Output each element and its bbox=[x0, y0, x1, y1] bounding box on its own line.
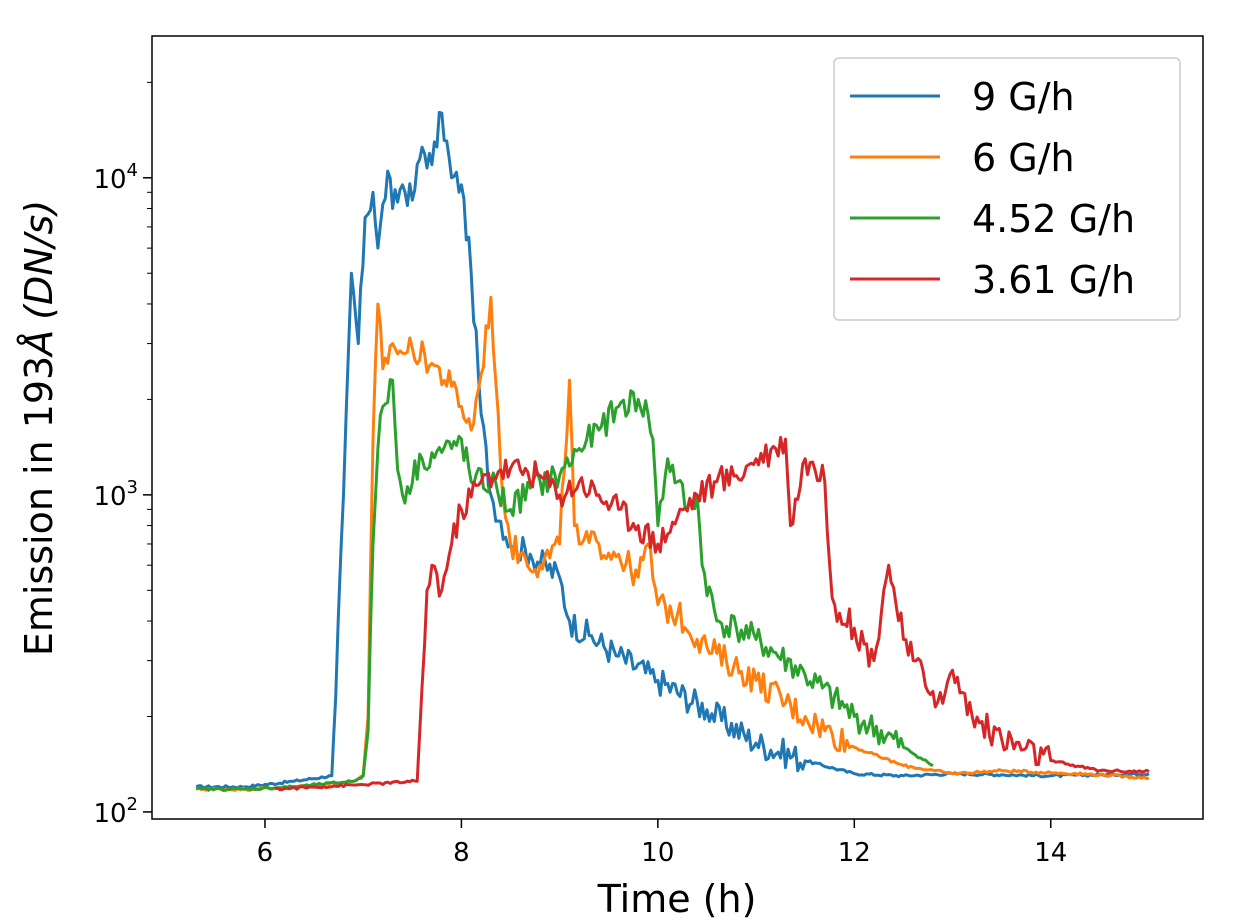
y-tick-label: 102 bbox=[93, 794, 138, 829]
y-axis-label-angstrom: Å bbox=[17, 330, 61, 359]
y-axis-ticks: 102 103 104 bbox=[93, 81, 152, 829]
x-tick-label: 10 bbox=[641, 838, 674, 868]
plot-frame bbox=[151, 35, 1204, 820]
series-line-3 bbox=[195, 378, 934, 792]
series-line-1 bbox=[195, 110, 1150, 790]
y-axis-label-units: (DN/s) bbox=[17, 200, 61, 320]
x-tick-label: 8 bbox=[453, 838, 470, 868]
legend-label: 3.61 G/h bbox=[972, 258, 1135, 302]
x-axis-ticks: 6 8 10 12 14 bbox=[257, 819, 1067, 868]
y-axis-label: Emission in 193Å (DN/s) bbox=[17, 200, 61, 656]
legend-label: 4.52 G/h bbox=[972, 197, 1135, 241]
y-tick-label: 104 bbox=[93, 160, 138, 195]
x-tick-label: 14 bbox=[1034, 838, 1067, 868]
x-tick-label: 12 bbox=[838, 838, 871, 868]
x-tick-label: 6 bbox=[257, 838, 274, 868]
legend-label: 9 G/h bbox=[972, 75, 1075, 119]
series-lines bbox=[195, 110, 1150, 792]
x-axis-label: Time (h) bbox=[597, 877, 757, 921]
legend-box bbox=[833, 57, 1181, 321]
y-tick-label: 103 bbox=[93, 477, 138, 512]
legend: 9 G/h 6 G/h 4.52 G/h 3.61 G/h bbox=[833, 57, 1181, 321]
y-axis-label-prefix: Emission in 193 bbox=[17, 356, 61, 656]
series-line-4 bbox=[274, 435, 1150, 792]
legend-label: 6 G/h bbox=[972, 136, 1075, 180]
